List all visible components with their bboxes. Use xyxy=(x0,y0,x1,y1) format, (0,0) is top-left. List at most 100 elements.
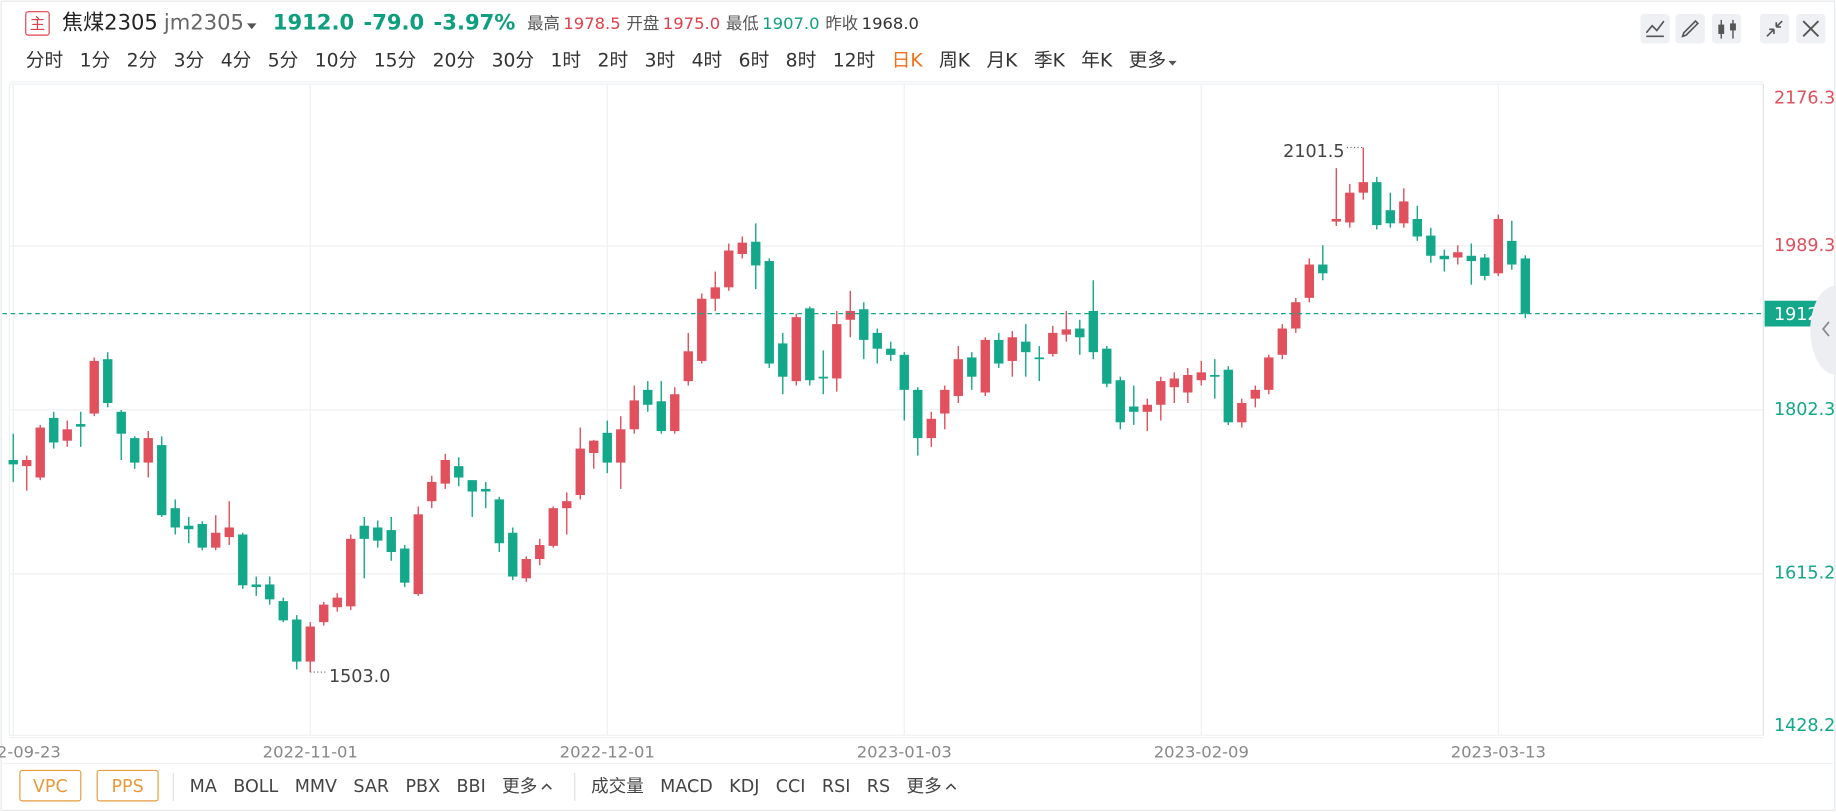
period-tab[interactable]: 周K xyxy=(939,50,971,71)
draw-button[interactable] xyxy=(1675,14,1705,44)
period-tab[interactable]: 年K xyxy=(1081,50,1113,71)
period-tab[interactable]: 月K xyxy=(986,50,1018,71)
indicator-item[interactable]: BBI xyxy=(457,777,486,797)
candle-body xyxy=(1277,328,1287,355)
candle-body xyxy=(562,501,572,509)
candle-body xyxy=(1034,357,1044,360)
indicator-chip: PPS xyxy=(111,777,143,797)
period-tab[interactable]: 20分 xyxy=(433,50,476,71)
candle-body xyxy=(103,359,113,404)
dropdown-caret xyxy=(1168,60,1177,66)
candle-body xyxy=(440,459,450,484)
period-tab[interactable]: 3时 xyxy=(645,50,676,71)
candle-body xyxy=(1520,258,1530,314)
candle-body xyxy=(319,604,329,623)
y-tick-label: 1428.2 xyxy=(1774,716,1835,736)
period-tab[interactable]: 6时 xyxy=(739,50,770,71)
candle-body xyxy=(1480,257,1490,276)
indicator-item[interactable]: SAR xyxy=(353,777,389,797)
x-tick-label: 2022-12-01 xyxy=(560,742,655,761)
indicator-chip-box[interactable] xyxy=(96,769,159,802)
period-tab[interactable]: 3分 xyxy=(174,50,205,71)
candle-body xyxy=(602,432,612,463)
candle-body xyxy=(737,242,747,255)
instrument-code[interactable]: jm2305 xyxy=(163,9,244,34)
candle-body xyxy=(143,438,153,463)
candle-body xyxy=(332,597,342,608)
period-tab[interactable]: 8时 xyxy=(786,50,817,71)
icon xyxy=(1802,20,1820,37)
indicator-item[interactable]: RS xyxy=(867,777,890,797)
candle-body xyxy=(8,459,18,465)
candle-body xyxy=(1426,235,1436,256)
period-tab[interactable]: 分时 xyxy=(26,50,63,71)
period-tab[interactable]: 1时 xyxy=(551,50,582,71)
indicator-item[interactable]: BOLL xyxy=(233,777,278,797)
period-tab[interactable]: 日K xyxy=(892,50,924,71)
x-tick-label: 2022-09-23 xyxy=(0,742,61,761)
period-tab[interactable]: 10分 xyxy=(315,50,358,71)
candle-body xyxy=(197,523,207,548)
period-tab[interactable]: 4分 xyxy=(221,50,252,71)
candle-body xyxy=(1169,378,1179,388)
period-tab[interactable]: 1分 xyxy=(80,50,111,71)
candle-body xyxy=(1007,337,1017,361)
candle-body xyxy=(953,359,963,397)
period-tab[interactable]: 更多 xyxy=(1129,50,1166,71)
period-tab[interactable]: 2时 xyxy=(598,50,629,71)
candle-body xyxy=(1399,201,1409,224)
indicator-item[interactable]: MA xyxy=(190,777,217,797)
indicator-item[interactable]: MACD xyxy=(660,777,713,797)
icon xyxy=(1645,20,1665,38)
tool-icons xyxy=(1640,14,1826,44)
candle-body xyxy=(1102,348,1112,384)
candle-body xyxy=(994,339,1004,364)
indicator-item[interactable]: PBX xyxy=(405,777,440,797)
indicator-item[interactable]: KDJ xyxy=(729,777,759,797)
style-button[interactable] xyxy=(1711,14,1742,44)
shrink-button[interactable] xyxy=(1759,14,1790,44)
indicator-item[interactable]: 成交量 xyxy=(591,777,644,797)
dropdown-caret[interactable] xyxy=(247,23,257,30)
period-tab[interactable]: 15分 xyxy=(374,50,417,71)
candle-body xyxy=(1466,255,1476,262)
candle-body xyxy=(49,417,59,443)
indicator-item[interactable]: RSI xyxy=(822,777,851,797)
instrument-name[interactable]: 焦煤2305 xyxy=(62,9,158,34)
indicator-chip-box[interactable] xyxy=(19,769,82,802)
indicator-item[interactable]: MMV xyxy=(295,777,337,797)
period-tab[interactable]: 5分 xyxy=(268,50,299,71)
indicator-item[interactable]: 更多 xyxy=(502,777,537,797)
period-tab[interactable]: 4时 xyxy=(692,50,723,71)
expand-caret xyxy=(541,783,552,790)
candle-body xyxy=(494,499,504,544)
quote-price: 1912.0 xyxy=(273,9,354,34)
candle-body xyxy=(791,317,801,382)
candle-body xyxy=(89,360,99,414)
stat-label: 昨收 xyxy=(825,14,858,33)
candle-body xyxy=(926,418,936,439)
stat-value: 1968.0 xyxy=(862,14,919,33)
candle-body xyxy=(62,429,72,441)
stat-value: 1978.5 xyxy=(563,14,620,33)
indicator-item[interactable]: 更多 xyxy=(907,777,942,797)
candle-body xyxy=(238,534,248,586)
period-tab[interactable]: 30分 xyxy=(492,50,535,71)
candle-body xyxy=(1210,374,1220,377)
candle-body xyxy=(373,527,383,541)
candle-body xyxy=(251,584,261,588)
candle-body xyxy=(1075,328,1085,338)
badge-box xyxy=(25,11,50,36)
candle-body xyxy=(1250,389,1260,399)
period-tab[interactable]: 12时 xyxy=(833,50,876,71)
candle-body xyxy=(778,343,788,377)
period-tab[interactable]: 2分 xyxy=(127,50,158,71)
candle-body xyxy=(157,445,167,516)
candle-body xyxy=(1372,182,1382,226)
candle-body xyxy=(1129,406,1139,412)
period-tab[interactable]: 季K xyxy=(1034,50,1066,71)
candle-body xyxy=(818,376,828,379)
candle-body xyxy=(1291,302,1301,329)
indicator-item[interactable]: CCI xyxy=(776,777,806,797)
